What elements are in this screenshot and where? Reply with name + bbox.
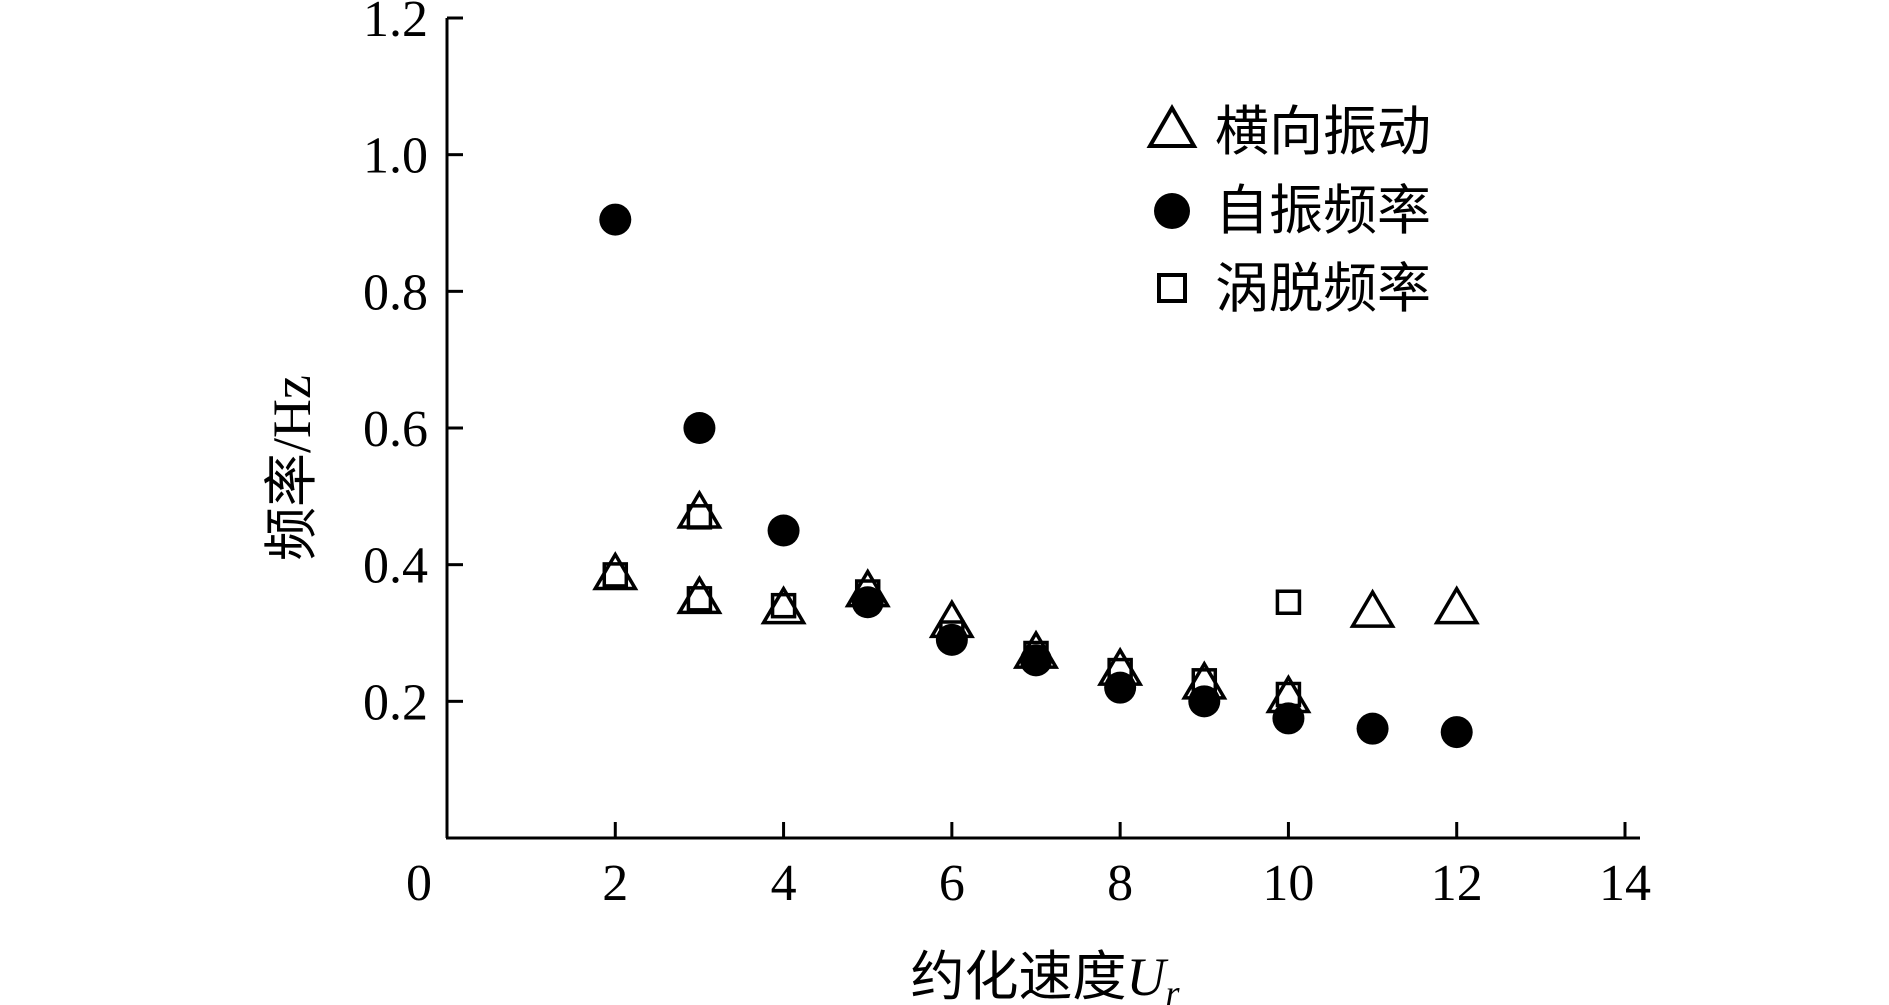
x-tick-label: 0 — [406, 855, 432, 912]
x-tick-label: 2 — [602, 855, 628, 912]
x-ticks: 0 2 4 6 8 10 12 14 — [406, 822, 1651, 912]
point-natural-frequency — [767, 514, 800, 547]
x-tick-label: 12 — [1431, 855, 1483, 912]
x-tick-label: 8 — [1107, 855, 1133, 912]
point-vortex-shedding — [686, 586, 713, 612]
data-markers — [592, 203, 1480, 749]
x-axis-title-var: U — [1126, 947, 1168, 1005]
point-vortex-shedding — [854, 579, 881, 605]
point-vortex-shedding — [1275, 589, 1302, 615]
y-tick-label: 1.0 — [363, 128, 428, 185]
legend-label-natural-frequency: 自振频率 — [1215, 181, 1431, 241]
x-axis-title-main: 约化速度 — [910, 947, 1126, 1005]
legend-square-marker — [1157, 273, 1187, 303]
point-natural-frequency — [599, 203, 632, 236]
point-vortex-shedding — [1191, 668, 1218, 694]
y-tick-label: 0.2 — [363, 674, 428, 731]
legend-label-transverse-vibration: 横向振动 — [1215, 102, 1431, 162]
point-vortex-shedding — [602, 562, 629, 588]
point-natural-frequency — [1104, 671, 1137, 704]
axes — [445, 18, 1640, 840]
point-natural-frequency — [683, 412, 716, 444]
point-natural-frequency — [935, 623, 968, 656]
x-tick-label: 4 — [771, 855, 797, 912]
legend: 横向振动 自振频率 涡脱频率 — [1146, 102, 1431, 319]
legend-label-vortex-shedding-frequency: 涡脱频率 — [1215, 259, 1431, 319]
point-vortex-shedding — [770, 592, 797, 619]
legend-circle-marker — [1154, 193, 1190, 229]
point-transverse-vibration — [1349, 588, 1396, 628]
x-tick-label: 6 — [939, 855, 965, 912]
y-tick-label: 1.2 — [363, 0, 428, 48]
x-axis-title-sub: r — [1165, 973, 1180, 1005]
point-vortex-shedding — [1023, 640, 1049, 667]
y-tick-label: 0.8 — [363, 264, 428, 321]
y-axis-title: 频率/Hz — [262, 375, 322, 561]
point-transverse-vibration — [928, 598, 975, 639]
point-vortex-shedding — [939, 620, 965, 646]
y-ticks: 0.2 0.4 0.6 0.8 1.0 1.2 — [363, 0, 463, 731]
point-vortex-shedding — [1275, 681, 1302, 708]
legend-triangle-marker — [1146, 104, 1198, 148]
y-tick-label: 0.4 — [363, 538, 428, 595]
point-natural-frequency — [1356, 712, 1389, 745]
x-axis-title: 约化速度Ur — [910, 947, 1180, 1005]
point-vortex-shedding — [686, 504, 713, 530]
point-vortex-shedding — [1107, 657, 1133, 684]
point-transverse-vibration — [1433, 585, 1480, 625]
x-tick-label: 14 — [1599, 855, 1651, 912]
point-natural-frequency — [1440, 716, 1473, 749]
x-tick-label: 10 — [1262, 855, 1314, 912]
y-tick-label: 0.6 — [363, 401, 428, 458]
